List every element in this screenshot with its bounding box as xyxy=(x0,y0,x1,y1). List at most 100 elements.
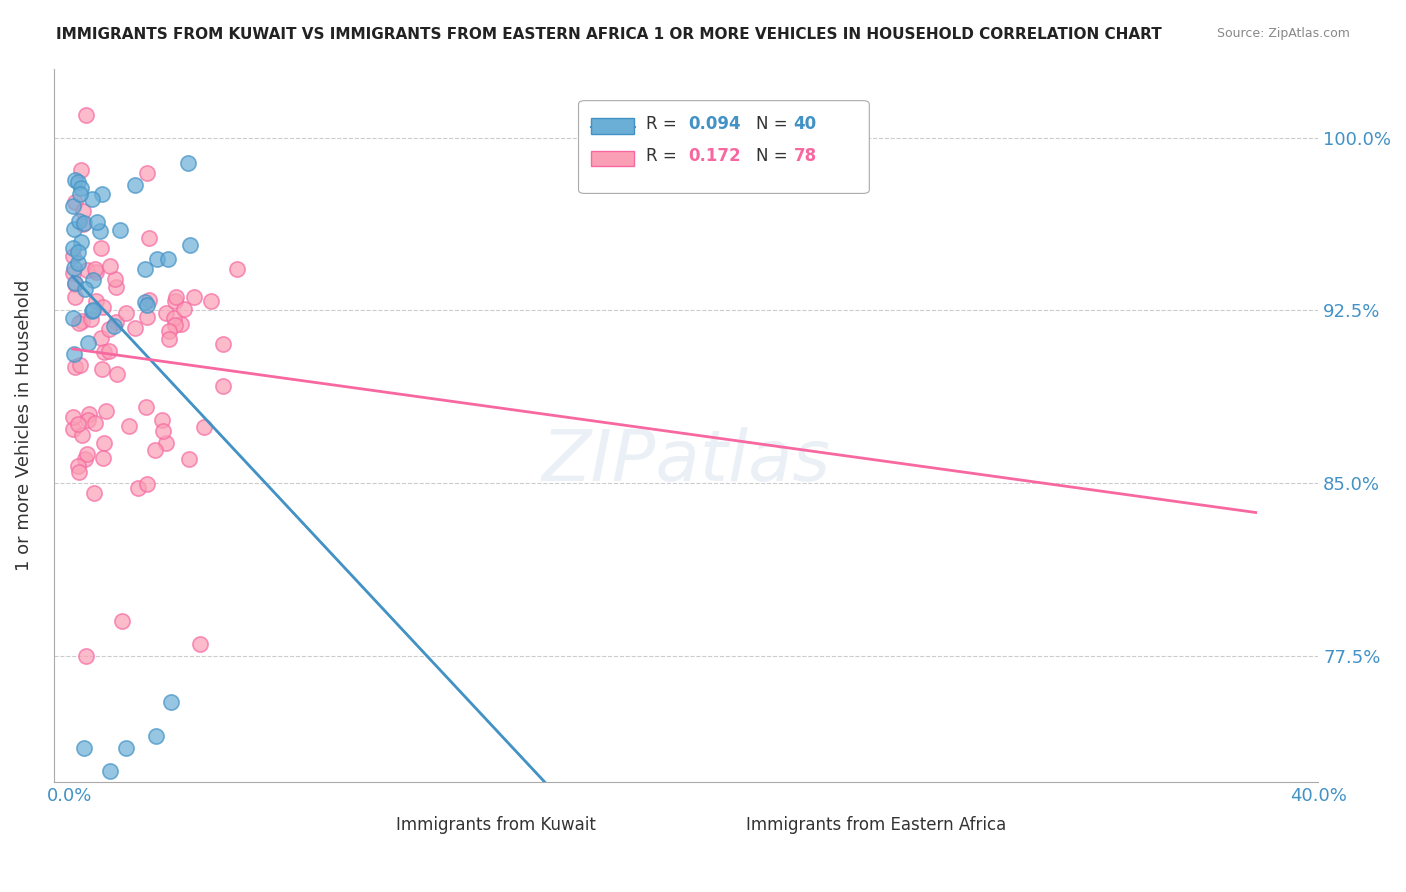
Point xyxy=(63,260,86,275)
Point xyxy=(212,379,235,393)
Point xyxy=(145,729,167,743)
Point xyxy=(98,764,121,778)
Point xyxy=(62,241,84,255)
Point xyxy=(157,324,180,338)
Point xyxy=(177,452,200,467)
Point xyxy=(91,451,114,466)
Text: N =: N = xyxy=(755,115,793,133)
Point xyxy=(67,317,90,331)
Bar xyxy=(686,815,717,833)
Point xyxy=(89,224,111,238)
Point xyxy=(76,448,98,462)
Point xyxy=(82,273,104,287)
Point xyxy=(136,477,159,491)
Point xyxy=(67,256,90,270)
Point xyxy=(62,409,84,424)
Text: ZIPatlas: ZIPatlas xyxy=(541,426,831,496)
Text: R =: R = xyxy=(645,115,682,133)
Point xyxy=(90,241,112,255)
Point xyxy=(188,637,211,651)
Point xyxy=(152,424,174,438)
Point xyxy=(165,290,187,304)
Point xyxy=(105,368,128,382)
Point xyxy=(67,214,90,228)
Text: Immigrants from Kuwait: Immigrants from Kuwait xyxy=(396,816,596,834)
Point xyxy=(94,403,117,417)
Point xyxy=(77,335,100,350)
Point xyxy=(70,314,93,328)
Point xyxy=(79,312,101,326)
Point xyxy=(135,166,157,180)
Point xyxy=(104,272,127,286)
Point xyxy=(90,362,112,376)
Point xyxy=(93,344,115,359)
Point xyxy=(63,277,86,292)
Text: R =: R = xyxy=(645,146,682,165)
Point xyxy=(135,298,157,312)
Point xyxy=(73,740,96,755)
Point xyxy=(70,427,93,442)
Point xyxy=(69,180,91,194)
Point xyxy=(70,163,93,178)
Bar xyxy=(591,119,634,134)
Point xyxy=(115,306,138,320)
Text: 78: 78 xyxy=(793,146,817,165)
Point xyxy=(76,413,98,427)
Point xyxy=(225,261,247,276)
Point xyxy=(76,263,98,277)
Point xyxy=(98,259,121,273)
Point xyxy=(143,443,166,458)
Point xyxy=(62,310,84,325)
Point xyxy=(65,276,87,290)
Point xyxy=(115,740,138,755)
Point xyxy=(155,436,177,450)
Bar xyxy=(591,151,634,166)
Point xyxy=(77,407,100,421)
Point xyxy=(163,310,186,325)
Point xyxy=(179,238,201,252)
Point xyxy=(82,304,104,318)
Point xyxy=(118,419,141,434)
Point xyxy=(83,485,105,500)
Point xyxy=(63,173,86,187)
Point xyxy=(200,294,222,309)
Point xyxy=(62,266,84,280)
Point xyxy=(63,195,86,210)
Point xyxy=(170,317,193,331)
Y-axis label: 1 or more Vehicles in Household: 1 or more Vehicles in Household xyxy=(15,280,32,571)
Point xyxy=(67,244,90,259)
Point xyxy=(90,331,112,345)
Point xyxy=(124,178,146,192)
Text: 0.094: 0.094 xyxy=(689,115,741,133)
Point xyxy=(93,435,115,450)
Point xyxy=(67,175,90,189)
Point xyxy=(173,302,195,317)
Point xyxy=(138,293,160,308)
Point xyxy=(111,614,134,628)
Point xyxy=(73,283,96,297)
Point xyxy=(97,322,120,336)
Point xyxy=(72,203,94,218)
Point xyxy=(98,344,121,359)
Point xyxy=(160,695,183,709)
Point xyxy=(62,347,84,361)
Text: 40: 40 xyxy=(793,115,817,133)
Point xyxy=(86,215,108,229)
Point xyxy=(75,648,97,663)
Point xyxy=(159,333,181,347)
Point xyxy=(69,359,91,373)
Point xyxy=(69,187,91,202)
Point xyxy=(177,156,200,170)
Point xyxy=(70,235,93,249)
Text: N =: N = xyxy=(755,146,793,165)
Point xyxy=(62,222,84,236)
Point xyxy=(83,416,105,430)
Point xyxy=(75,451,97,466)
Point xyxy=(105,315,128,329)
Point xyxy=(62,199,84,213)
Point xyxy=(157,252,180,266)
Point xyxy=(103,319,125,334)
Point xyxy=(72,215,94,229)
Point xyxy=(84,294,107,309)
Text: IMMIGRANTS FROM KUWAIT VS IMMIGRANTS FROM EASTERN AFRICA 1 OR MORE VEHICLES IN H: IMMIGRANTS FROM KUWAIT VS IMMIGRANTS FRO… xyxy=(56,27,1161,42)
